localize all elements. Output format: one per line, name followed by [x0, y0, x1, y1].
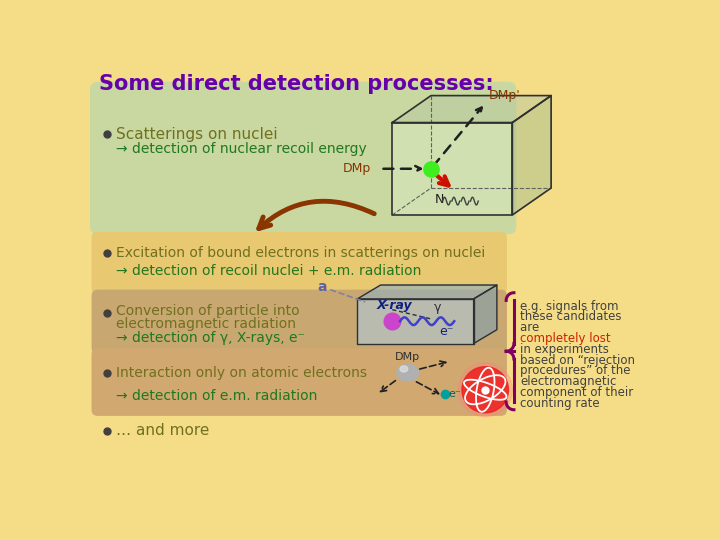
Text: γ: γ	[433, 301, 441, 314]
Text: in experiments: in experiments	[520, 343, 609, 356]
Text: e⁻: e⁻	[438, 326, 453, 339]
Polygon shape	[513, 96, 551, 215]
Text: electromagnetic: electromagnetic	[520, 375, 616, 388]
Text: DMp: DMp	[395, 352, 420, 362]
Text: Interaction only on atomic electrons: Interaction only on atomic electrons	[117, 366, 367, 380]
FancyBboxPatch shape	[91, 348, 507, 416]
Text: Conversion of particle into: Conversion of particle into	[117, 304, 300, 318]
Text: → detection of γ, X-rays, e⁻: → detection of γ, X-rays, e⁻	[117, 331, 305, 345]
Text: DMp: DMp	[342, 162, 371, 176]
Text: based on “rejection: based on “rejection	[520, 354, 635, 367]
Text: electromagnetic radiation: electromagnetic radiation	[117, 316, 297, 330]
Text: component of their: component of their	[520, 386, 634, 399]
Text: e.g. signals from: e.g. signals from	[520, 300, 618, 313]
Text: N: N	[435, 193, 444, 206]
Polygon shape	[474, 285, 497, 343]
Circle shape	[458, 363, 513, 417]
Text: e⁻: e⁻	[448, 389, 461, 400]
Text: → detection of e.m. radiation: → detection of e.m. radiation	[117, 389, 318, 403]
Text: Some direct detection processes:: Some direct detection processes:	[99, 74, 494, 94]
Polygon shape	[392, 123, 513, 215]
Text: DMp': DMp'	[488, 89, 520, 102]
Text: these candidates: these candidates	[520, 310, 621, 323]
Text: a: a	[317, 280, 326, 294]
Circle shape	[462, 367, 508, 413]
FancyBboxPatch shape	[91, 289, 507, 354]
Text: procedures” of the: procedures” of the	[520, 364, 631, 377]
Text: → detection of recoil nuclei + e.m. radiation: → detection of recoil nuclei + e.m. radi…	[117, 264, 422, 278]
Polygon shape	[357, 285, 497, 299]
Text: Excitation of bound electrons in scatterings on nuclei: Excitation of bound electrons in scatter…	[117, 246, 485, 260]
Text: → detection of nuclear recoil energy: → detection of nuclear recoil energy	[117, 143, 367, 157]
Ellipse shape	[397, 364, 418, 381]
Polygon shape	[392, 96, 551, 123]
Text: … and more: … and more	[117, 423, 210, 438]
FancyBboxPatch shape	[90, 82, 516, 234]
Polygon shape	[357, 299, 474, 343]
Text: X-ray: X-ray	[377, 299, 413, 312]
FancyBboxPatch shape	[91, 232, 507, 294]
Text: Scatterings on nuclei: Scatterings on nuclei	[117, 126, 278, 141]
Text: are: are	[520, 321, 543, 334]
Text: counting rate: counting rate	[520, 397, 600, 410]
Text: completely lost: completely lost	[520, 332, 611, 345]
Ellipse shape	[400, 366, 408, 372]
